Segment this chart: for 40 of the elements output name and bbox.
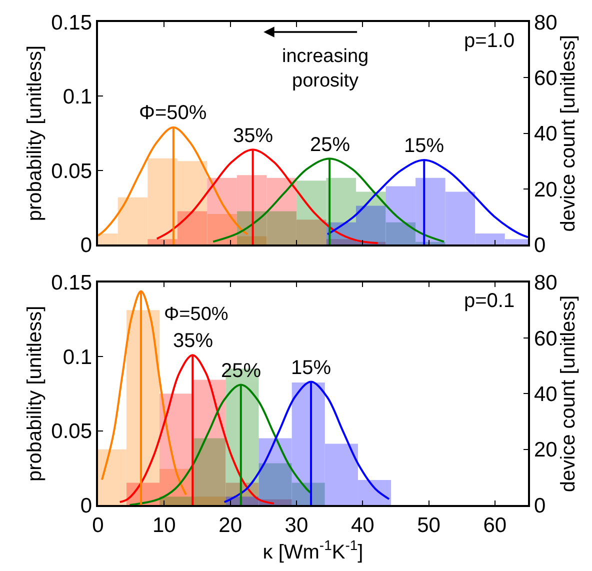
annotation: 25% [221,360,262,382]
chart-title: p=0.1 [464,290,515,312]
x-tick-label: 40 [350,514,374,537]
y2-tick-label: 20 [534,178,558,202]
y-axis-title: probability [unitless] [24,46,46,222]
y-tick-label: 0.15 [51,11,92,34]
y2-tick-label: 60 [534,67,558,90]
y2-tick-label: 0 [534,494,546,518]
y2-tick-label: 0 [534,234,546,258]
y2-tick-label: 40 [534,383,558,406]
annotation: 25% [310,134,350,156]
x-tick-label: 60 [483,514,507,537]
chart-title: p=1.0 [464,30,515,52]
x-tick-label: 50 [417,514,440,537]
annotation: Φ=50% [164,304,228,325]
y2-tick-label: 60 [534,327,558,350]
y2-tick-label: 80 [534,272,558,295]
annotation: increasing porosity [282,46,369,92]
annotation: Φ=50% [139,102,207,124]
y-tick-label: 0.1 [62,346,92,369]
annotation: 35% [233,125,274,147]
y-axis-title: probability [unitless] [24,306,46,482]
x-tick-label: 10 [152,514,176,537]
y2-axis-title: device count [unitless] [557,295,580,492]
annotation: 15% [291,357,332,379]
x-tick-label: 30 [284,514,308,537]
y2-tick-label: 80 [534,11,558,34]
y-tick-label: 0 [80,494,92,518]
annotation: 35% [173,330,214,352]
x-axis-title: κ [Wm$^{-1}$K$^{-1}$] [262,536,364,564]
y-tick-label: 0.05 [51,160,92,183]
y2-tick-label: 40 [534,122,558,146]
x-tick-label: 20 [218,514,242,537]
y-tick-label: 0.15 [51,272,92,295]
y-tick-label: 0.05 [51,420,92,444]
y-tick-label: 0.1 [62,86,92,109]
y2-tick-label: 20 [534,438,558,462]
y2-axis-title: device count [unitless] [557,34,580,232]
annotation: 15% [404,135,444,157]
y-tick-label: 0 [80,234,92,258]
